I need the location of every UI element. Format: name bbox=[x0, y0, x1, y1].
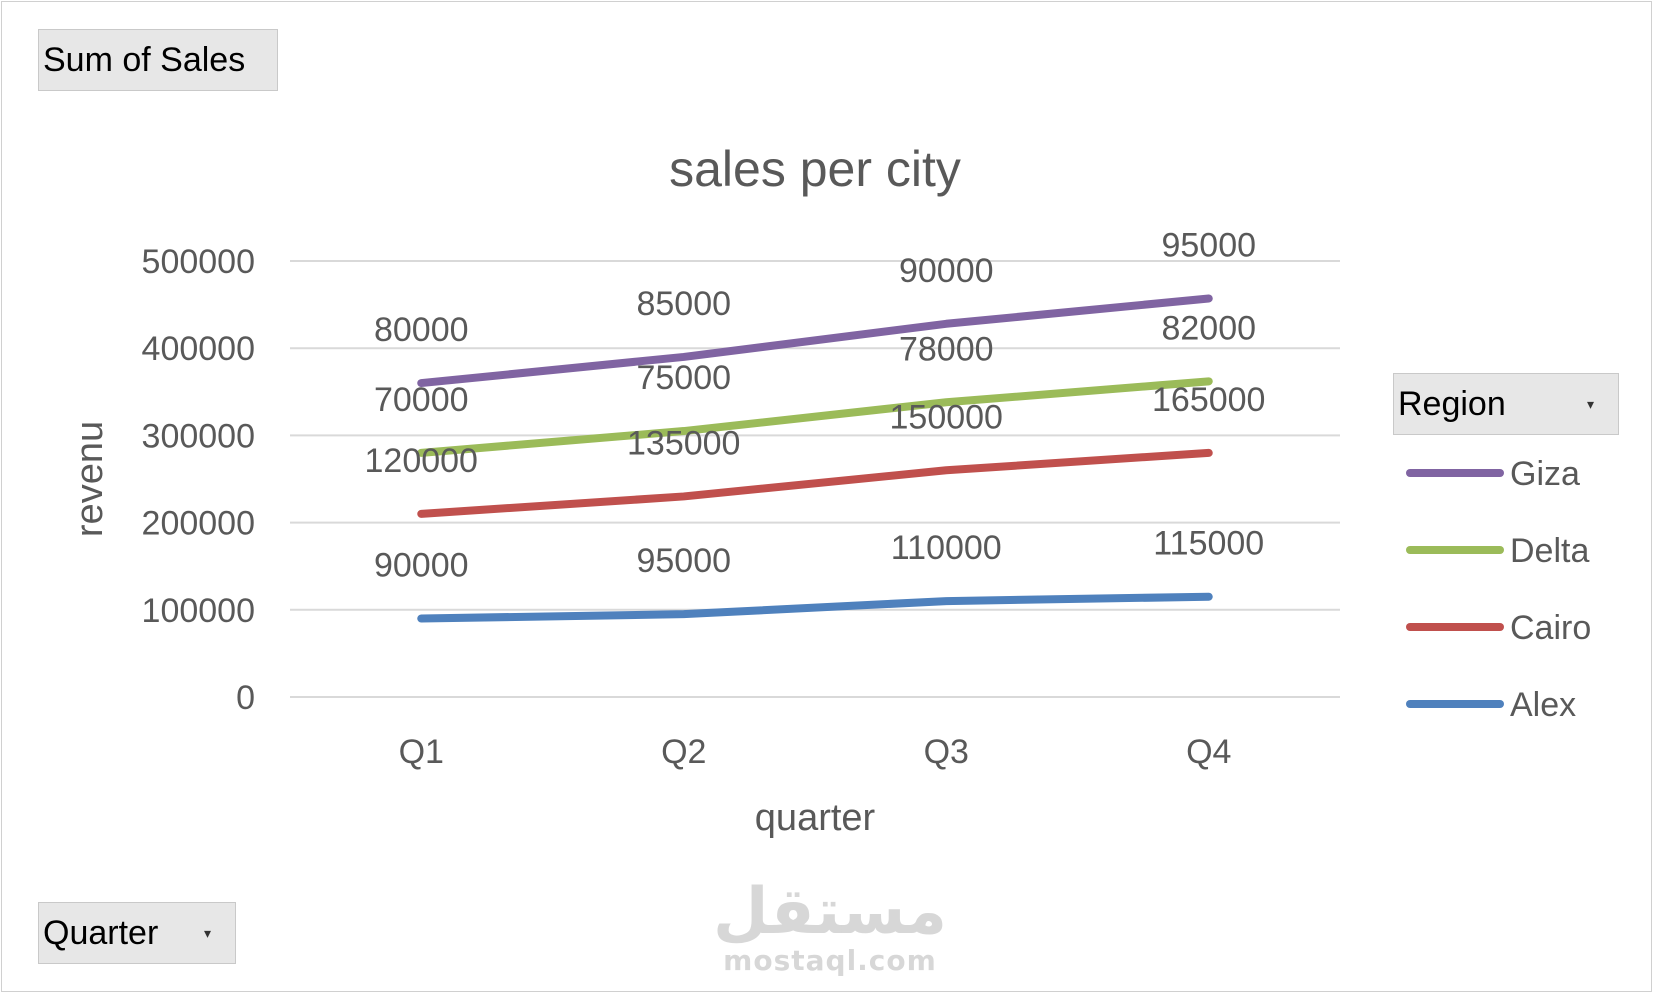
legend-field-button[interactable]: Region ▾ bbox=[1393, 373, 1619, 435]
x-tick-label: Q3 bbox=[924, 733, 969, 771]
data-label: 110000 bbox=[891, 529, 1002, 567]
series-line-giza bbox=[421, 298, 1209, 383]
watermark-latin: mostaql.com bbox=[700, 944, 960, 977]
dropdown-arrow-icon[interactable]: ▾ bbox=[1587, 396, 1594, 413]
values-field-label: Sum of Sales bbox=[43, 41, 245, 80]
x-tick-label: Q2 bbox=[661, 733, 706, 771]
y-tick-label: 200000 bbox=[142, 505, 255, 543]
legend-entry: Delta bbox=[1510, 532, 1589, 570]
data-label: 135000 bbox=[627, 424, 740, 462]
data-label: 115000 bbox=[1153, 525, 1264, 563]
watermark-arabic: مستقل bbox=[700, 880, 960, 944]
axis-field-button[interactable]: Quarter ▾ bbox=[38, 902, 236, 964]
series-line-cairo bbox=[421, 453, 1209, 514]
y-tick-label: 0 bbox=[236, 679, 255, 717]
chart-title: sales per city bbox=[669, 141, 961, 197]
data-label: 75000 bbox=[636, 359, 731, 397]
series-line-delta bbox=[421, 381, 1209, 453]
x-tick-label: Q4 bbox=[1186, 733, 1231, 771]
data-label: 78000 bbox=[899, 330, 994, 368]
data-label: 80000 bbox=[374, 311, 469, 349]
data-label: 85000 bbox=[636, 285, 731, 323]
values-field-button[interactable]: Sum of Sales bbox=[38, 29, 278, 91]
data-label: 95000 bbox=[1161, 226, 1256, 264]
data-label: 95000 bbox=[636, 542, 731, 580]
y-tick-label: 400000 bbox=[142, 330, 255, 368]
legend-field-label: Region bbox=[1398, 385, 1506, 424]
legend-entry: Alex bbox=[1510, 686, 1576, 724]
watermark-logo: مستقل mostaql.com bbox=[700, 880, 960, 977]
data-label: 165000 bbox=[1152, 381, 1265, 419]
axis-field-label: Quarter bbox=[43, 914, 158, 953]
data-label: 90000 bbox=[899, 252, 994, 290]
y-tick-label: 500000 bbox=[142, 243, 255, 281]
x-tick-label: Q1 bbox=[399, 733, 444, 771]
y-tick-label: 100000 bbox=[142, 592, 255, 630]
legend-entry: Giza bbox=[1510, 455, 1580, 493]
y-tick-label: 300000 bbox=[142, 417, 255, 455]
legend-entry: Cairo bbox=[1510, 609, 1591, 647]
data-label: 70000 bbox=[374, 381, 469, 419]
data-label: 120000 bbox=[365, 442, 478, 480]
dropdown-arrow-icon[interactable]: ▾ bbox=[204, 925, 211, 942]
x-axis-title: quarter bbox=[755, 797, 876, 839]
data-label: 82000 bbox=[1161, 309, 1256, 347]
y-axis-title: revenu bbox=[69, 421, 111, 537]
series-line-alex bbox=[421, 597, 1209, 619]
data-label: 90000 bbox=[374, 547, 469, 585]
data-label: 150000 bbox=[890, 398, 1003, 436]
